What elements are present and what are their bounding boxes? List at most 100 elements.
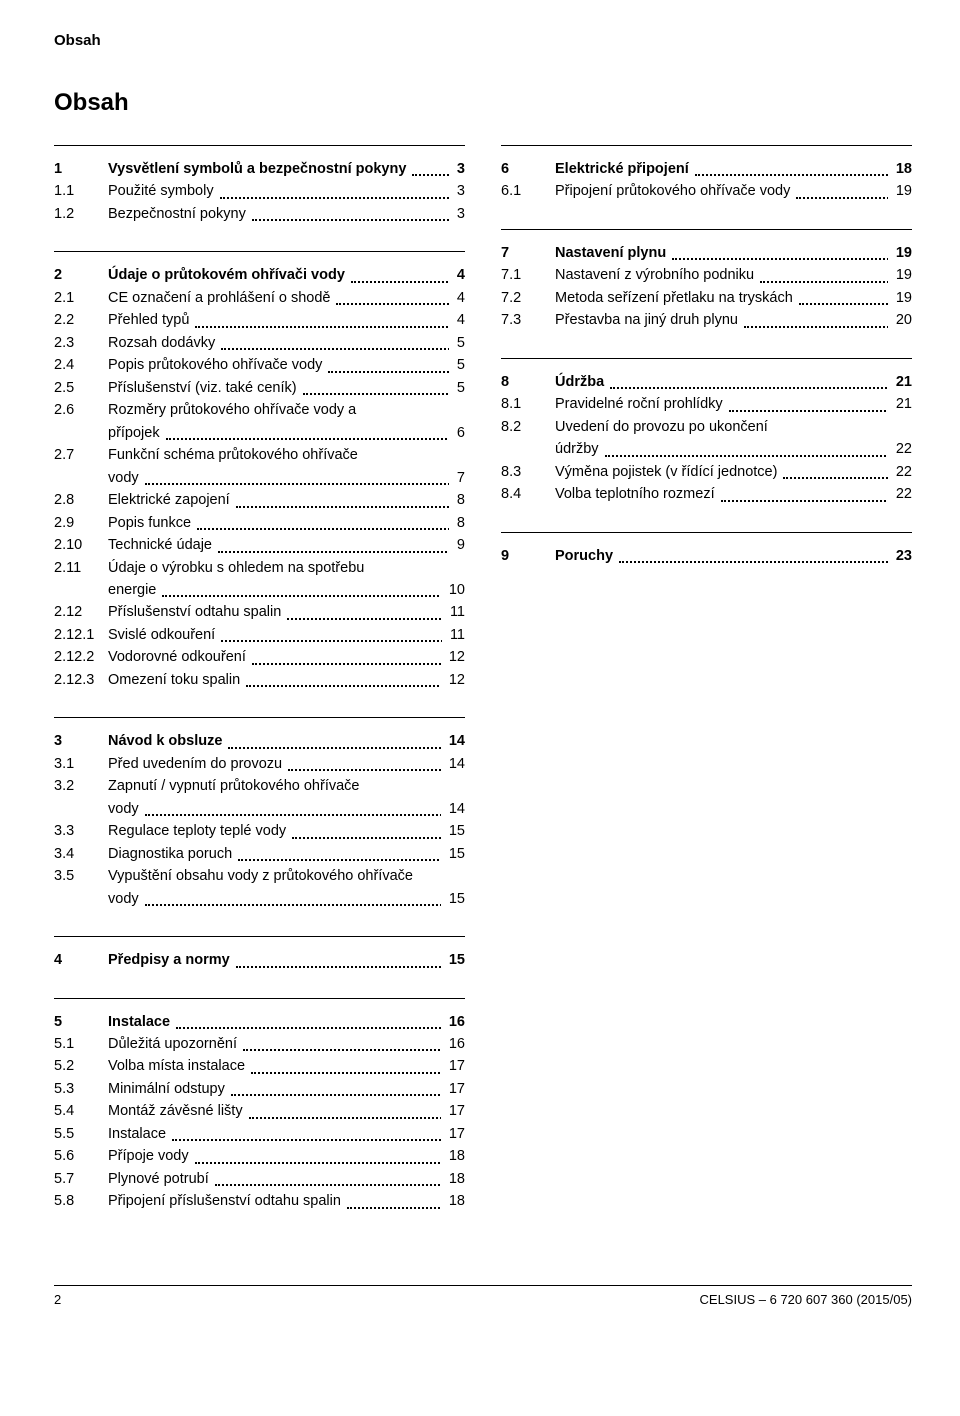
- toc-title: Rozsah dodávky: [108, 332, 449, 354]
- toc-page: 7: [449, 467, 465, 489]
- toc-item: 3.5Vypuštění obsahu vody z průtokového o…: [54, 865, 465, 887]
- toc-number: 2.10: [54, 534, 108, 556]
- toc-title: Připojení průtokového ohřívače vody: [555, 180, 888, 202]
- toc-number: 9: [501, 545, 555, 567]
- section-rule: [501, 358, 912, 359]
- toc-number: 2.12.2: [54, 646, 108, 668]
- toc-item: 5.2Volba místa instalace17: [54, 1055, 465, 1077]
- toc-number: 2: [54, 264, 108, 286]
- toc-number: 5.1: [54, 1033, 108, 1055]
- toc-title: Výměna pojistek (v řídící jednotce): [555, 461, 888, 483]
- toc-item: 7.1Nastavení z výrobního podniku19: [501, 264, 912, 286]
- toc-page: 19: [888, 180, 912, 202]
- toc-title: Technické údaje: [108, 534, 449, 556]
- toc-page: 22: [888, 438, 912, 460]
- toc-page: 16: [441, 1033, 465, 1055]
- toc-section-head: 9Poruchy23: [501, 545, 912, 567]
- toc-item: vody15: [54, 888, 465, 910]
- section-rule: [54, 936, 465, 937]
- toc-number: 5.5: [54, 1123, 108, 1145]
- section-rule: [501, 145, 912, 146]
- toc-page: 17: [441, 1123, 465, 1145]
- toc-number: 4: [54, 949, 108, 971]
- toc-item: 3.3Regulace teploty teplé vody15: [54, 820, 465, 842]
- toc-page: 12: [441, 669, 465, 691]
- toc-page: 17: [441, 1055, 465, 1077]
- toc-item: 2.1CE označení a prohlášení o shodě4: [54, 287, 465, 309]
- toc-title: Plynové potrubí: [108, 1168, 441, 1190]
- toc-item: 2.2Přehled typů4: [54, 309, 465, 331]
- section-rule: [54, 717, 465, 718]
- toc-number: 2.5: [54, 377, 108, 399]
- toc-title: Vysvětlení symbolů a bezpečnostní pokyny: [108, 158, 449, 180]
- toc-section: 8Údržba218.1Pravidelné roční prohlídky21…: [501, 358, 912, 506]
- toc-title: Údaje o výrobku s ohledem na spotřebu: [108, 557, 465, 579]
- toc-page: 18: [441, 1145, 465, 1167]
- toc-title: Nastavení z výrobního podniku: [555, 264, 888, 286]
- toc-section-head: 4Předpisy a normy15: [54, 949, 465, 971]
- toc-number: 2.9: [54, 512, 108, 534]
- toc-number: 2.8: [54, 489, 108, 511]
- toc-number: 2.4: [54, 354, 108, 376]
- toc-number: 3.4: [54, 843, 108, 865]
- toc-item: přípojek6: [54, 422, 465, 444]
- toc-number: 2.12.1: [54, 624, 108, 646]
- toc-page: 15: [441, 843, 465, 865]
- toc-number: 8.1: [501, 393, 555, 415]
- toc-title: Instalace: [108, 1123, 441, 1145]
- toc-number: 5.8: [54, 1190, 108, 1212]
- toc-number: 7.1: [501, 264, 555, 286]
- toc-page: 22: [888, 461, 912, 483]
- toc-title: Přehled typů: [108, 309, 449, 331]
- toc-number: 2.11: [54, 557, 108, 579]
- toc-title: Pravidelné roční prohlídky: [555, 393, 888, 415]
- toc-number: 5.2: [54, 1055, 108, 1077]
- toc-page: 22: [888, 483, 912, 505]
- toc-column-right: 6Elektrické připojení186.1Připojení průt…: [501, 145, 912, 1239]
- toc-title: Vypuštění obsahu vody z průtokového ohří…: [108, 865, 465, 887]
- footer-doc-id: CELSIUS – 6 720 607 360 (2015/05): [700, 1292, 912, 1307]
- toc-section: 6Elektrické připojení186.1Připojení průt…: [501, 145, 912, 203]
- toc-page: 5: [449, 377, 465, 399]
- toc-number: 2.12: [54, 601, 108, 623]
- toc-page: 5: [449, 332, 465, 354]
- toc-title: Příslušenství (viz. také ceník): [108, 377, 449, 399]
- toc-page: 8: [449, 489, 465, 511]
- toc-page: 17: [441, 1100, 465, 1122]
- toc-item: 8.1Pravidelné roční prohlídky21: [501, 393, 912, 415]
- toc-section-head: 5Instalace16: [54, 1011, 465, 1033]
- toc-item: 8.2Uvedení do provozu po ukončení: [501, 416, 912, 438]
- toc-title: Příslušenství odtahu spalin: [108, 601, 442, 623]
- toc-number: 3.2: [54, 775, 108, 797]
- toc-title: Rozměry průtokového ohřívače vody a: [108, 399, 465, 421]
- toc-page: 19: [888, 287, 912, 309]
- toc-page: 15: [441, 820, 465, 842]
- toc-item: 2.8Elektrické zapojení8: [54, 489, 465, 511]
- toc-title: Volba místa instalace: [108, 1055, 441, 1077]
- toc-item: vody14: [54, 798, 465, 820]
- toc-title: Použité symboly: [108, 180, 449, 202]
- toc-item: 2.12.2Vodorovné odkouření12: [54, 646, 465, 668]
- toc-number: 5: [54, 1011, 108, 1033]
- section-rule: [54, 145, 465, 146]
- toc-section: 3Návod k obsluze143.1Před uvedením do pr…: [54, 717, 465, 910]
- toc-columns: 1Vysvětlení symbolů a bezpečnostní pokyn…: [54, 145, 912, 1239]
- toc-page: 14: [441, 730, 465, 752]
- toc-page: 3: [449, 203, 465, 225]
- toc-title: Nastavení plynu: [555, 242, 888, 264]
- toc-section: 1Vysvětlení symbolů a bezpečnostní pokyn…: [54, 145, 465, 225]
- toc-title: údržby: [555, 438, 888, 460]
- toc-item: 2.12Příslušenství odtahu spalin11: [54, 601, 465, 623]
- toc-page: 18: [441, 1168, 465, 1190]
- toc-page: 14: [441, 753, 465, 775]
- toc-item: 5.8Připojení příslušenství odtahu spalin…: [54, 1190, 465, 1212]
- toc-title: Návod k obsluze: [108, 730, 441, 752]
- toc-item: 2.12.1Svislé odkouření11: [54, 624, 465, 646]
- toc-page: 20: [888, 309, 912, 331]
- toc-number: 2.3: [54, 332, 108, 354]
- toc-page: 19: [888, 242, 912, 264]
- toc-number: 2.12.3: [54, 669, 108, 691]
- toc-title: Důležitá upozornění: [108, 1033, 441, 1055]
- toc-item: 3.1Před uvedením do provozu14: [54, 753, 465, 775]
- toc-item: 5.4Montáž závěsné lišty17: [54, 1100, 465, 1122]
